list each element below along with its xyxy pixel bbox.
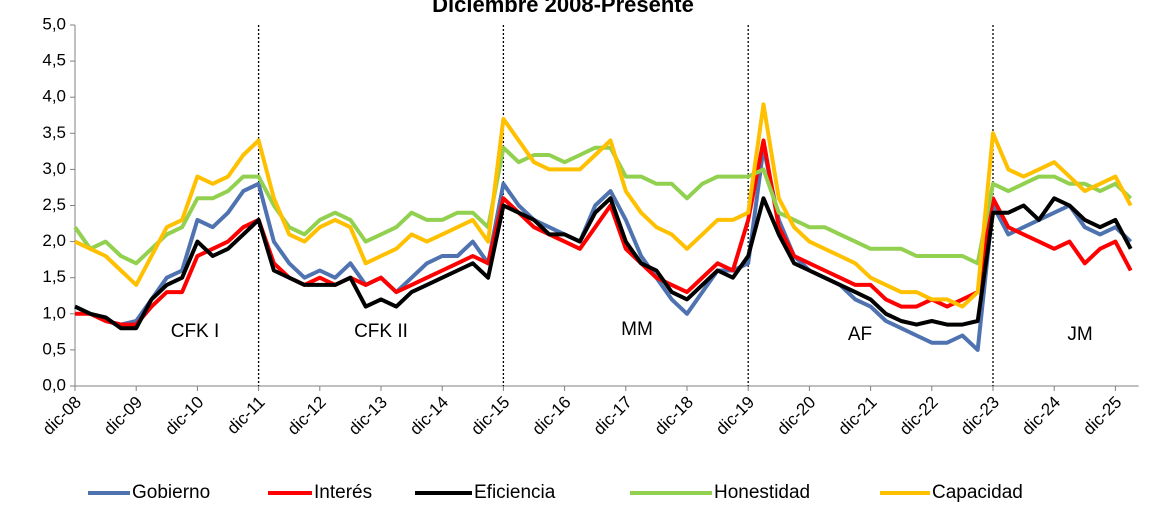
annotation: CFK II bbox=[354, 321, 408, 342]
legend-label: Eficiencia bbox=[474, 482, 556, 503]
series-line bbox=[74, 102, 1133, 309]
legend-label: Honestidad bbox=[714, 482, 810, 503]
annotation: CFK I bbox=[171, 321, 220, 342]
y-tick-label: 2,0 bbox=[42, 231, 66, 250]
y-tick-label: 4,0 bbox=[42, 87, 66, 106]
y-tick-label: 3,5 bbox=[42, 123, 66, 142]
series-line bbox=[74, 145, 1133, 352]
y-tick-label: 1,0 bbox=[42, 303, 66, 322]
y-tick-label: 0,0 bbox=[42, 375, 66, 394]
legend-label: Capacidad bbox=[932, 482, 1023, 503]
series-line bbox=[74, 196, 1133, 331]
y-tick-label: 0,5 bbox=[42, 339, 66, 358]
y-tick-label: 1,5 bbox=[42, 267, 66, 286]
chart-title: Diciembre 2008-Presente bbox=[432, 0, 694, 17]
annotation: AF bbox=[848, 324, 872, 345]
y-tick-label: 2,5 bbox=[42, 195, 66, 214]
y-tick-label: 5,0 bbox=[42, 14, 66, 33]
legend-label: Gobierno bbox=[132, 482, 210, 503]
y-tick-label: 4,5 bbox=[42, 51, 66, 70]
legend-label: Interés bbox=[314, 482, 372, 503]
y-tick-label: 3,0 bbox=[42, 159, 66, 178]
annotation: MM bbox=[621, 319, 653, 340]
annotation: JM bbox=[1067, 324, 1092, 345]
